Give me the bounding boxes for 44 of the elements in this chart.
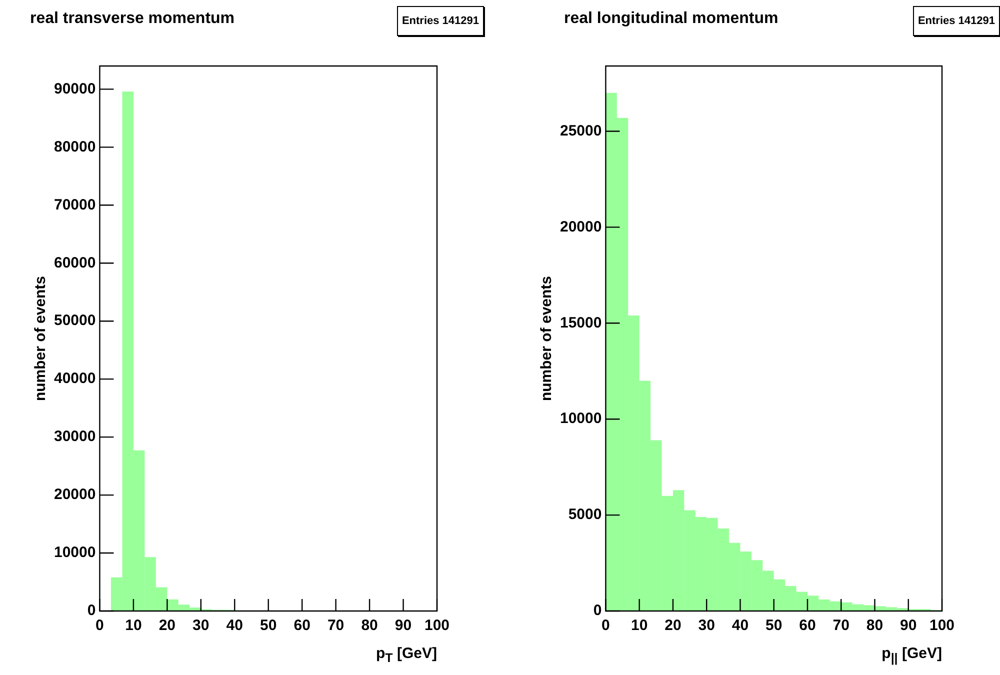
- x-tick-label: 20: [158, 617, 176, 634]
- y-tick-label: 40000: [54, 370, 96, 388]
- x-tick-label: 50: [260, 617, 277, 634]
- x-tick-label: 80: [866, 617, 884, 634]
- text: Entries 141291: [396, 6, 484, 36]
- x-tick-label: 20: [664, 617, 682, 634]
- y-tick-label: 10000: [54, 544, 96, 562]
- y-tick-label: 80000: [54, 138, 96, 156]
- y-tick-label: 50000: [54, 312, 96, 330]
- x-tick-label: 40: [226, 617, 243, 634]
- x-tick-label: 10: [125, 617, 142, 634]
- y-axis-title: number of events: [32, 276, 50, 402]
- y-tick-label: 10000: [560, 410, 602, 428]
- x-tick-label: 100: [424, 617, 450, 634]
- x-tick-label: 30: [698, 617, 715, 634]
- y-tick-label: 20000: [54, 486, 96, 504]
- y-tick-label: 30000: [54, 428, 96, 446]
- y-tick-label: 5000: [568, 506, 602, 524]
- x-tick-label: 40: [732, 617, 749, 634]
- chart-title: real longitudinal momentum: [564, 10, 778, 28]
- x-tick-label: 60: [799, 617, 816, 634]
- y-tick-label: 15000: [560, 314, 602, 332]
- x-tick-label: 90: [900, 617, 917, 634]
- x-tick-label: 100: [929, 617, 955, 634]
- y-tick-label: 20000: [560, 218, 602, 236]
- y-tick-label: 25000: [560, 122, 602, 140]
- x-axis-title: p$_{T}$ [GeV]: [376, 645, 437, 665]
- y-axis-title: number of events: [538, 276, 556, 402]
- y-tick-label: 0: [87, 602, 96, 620]
- text: Entries 141291: [912, 6, 1000, 36]
- y-tick-label: 60000: [54, 254, 96, 272]
- x-tick-label: 90: [394, 617, 412, 634]
- x-tick-label: 30: [192, 617, 210, 634]
- y-tick-label: 90000: [54, 80, 96, 98]
- y-tick-label: 0: [593, 602, 602, 620]
- x-tick-label: 80: [361, 617, 378, 634]
- chart-title: real transverse momentum: [30, 10, 235, 28]
- y-tick-label: 70000: [54, 196, 96, 214]
- x-tick-label: 60: [294, 617, 310, 634]
- x-tick-label: 50: [766, 617, 782, 634]
- x-tick-label: 70: [327, 617, 344, 634]
- x-tick-label: 10: [630, 617, 648, 634]
- x-axis-title: p$_{||}$ [GeV]: [882, 645, 942, 665]
- x-tick-label: 70: [832, 617, 850, 634]
